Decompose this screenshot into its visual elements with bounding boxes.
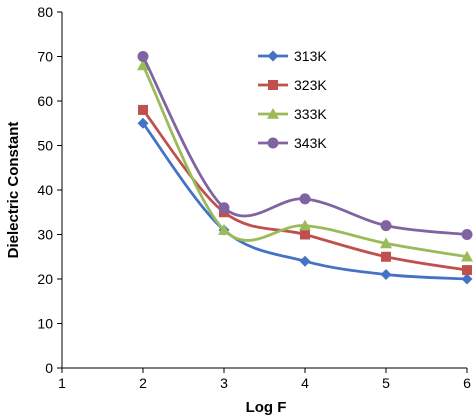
- y-tick-label: 20: [37, 271, 53, 287]
- data-point: [218, 224, 230, 235]
- data-point: [380, 220, 392, 232]
- series-layer: [137, 51, 473, 285]
- data-point: [137, 117, 149, 129]
- legend-label: 323K: [294, 77, 327, 93]
- axes-layer: 0 10 20 30 40 50 60 70 80 1 2 3 4 5 6: [37, 4, 471, 391]
- y-tick-label: 30: [37, 227, 53, 243]
- data-point: [300, 229, 310, 240]
- legend-item: 323K: [258, 77, 327, 93]
- legend: 313K 323K 333K 343K: [258, 48, 327, 151]
- x-axis-title: Log F: [246, 399, 287, 416]
- data-point: [381, 251, 391, 262]
- legend-marker: [268, 80, 278, 90]
- data-point: [462, 265, 472, 276]
- data-point: [137, 59, 149, 71]
- legend-item: 343K: [258, 135, 327, 151]
- legend-item: 333K: [258, 106, 327, 122]
- x-tick-label: 6: [463, 375, 471, 391]
- data-point: [380, 269, 392, 281]
- y-tick-label: 60: [37, 93, 53, 109]
- legend-label: 313K: [294, 48, 327, 64]
- x-tick-label: 5: [382, 375, 390, 391]
- data-point: [299, 219, 311, 231]
- data-point: [461, 250, 473, 262]
- x-tick-label: 1: [58, 375, 66, 391]
- legend-item: 313K: [258, 48, 327, 64]
- x-tick-label: 4: [301, 375, 309, 391]
- data-point: [299, 193, 311, 205]
- series-333K: [137, 59, 473, 262]
- legend-marker: [267, 108, 279, 119]
- x-tick-label: 2: [139, 375, 147, 391]
- data-point: [137, 51, 149, 62]
- x-tick-label: 3: [220, 375, 228, 391]
- y-tick-label: 10: [37, 316, 53, 332]
- y-tick-label: 80: [37, 4, 53, 20]
- legend-marker: [267, 137, 279, 149]
- y-axis-title: Dielectric Constant: [5, 122, 22, 259]
- series-line: [141, 55, 468, 236]
- data-point: [380, 237, 392, 249]
- data-point: [299, 255, 311, 267]
- data-point: [218, 202, 230, 214]
- y-tick-label: 0: [45, 360, 53, 376]
- data-point: [461, 273, 473, 285]
- series-line: [141, 109, 468, 272]
- legend-label: 333K: [294, 106, 327, 122]
- legend-marker: [267, 50, 279, 62]
- y-tick-label: 40: [37, 182, 53, 198]
- data-point: [138, 104, 148, 115]
- series-line: [141, 64, 468, 259]
- y-tick-label: 50: [37, 138, 53, 154]
- series-343K: [137, 51, 473, 240]
- y-tick-label: 70: [37, 49, 53, 65]
- data-point: [461, 229, 473, 240]
- legend-label: 343K: [294, 135, 327, 151]
